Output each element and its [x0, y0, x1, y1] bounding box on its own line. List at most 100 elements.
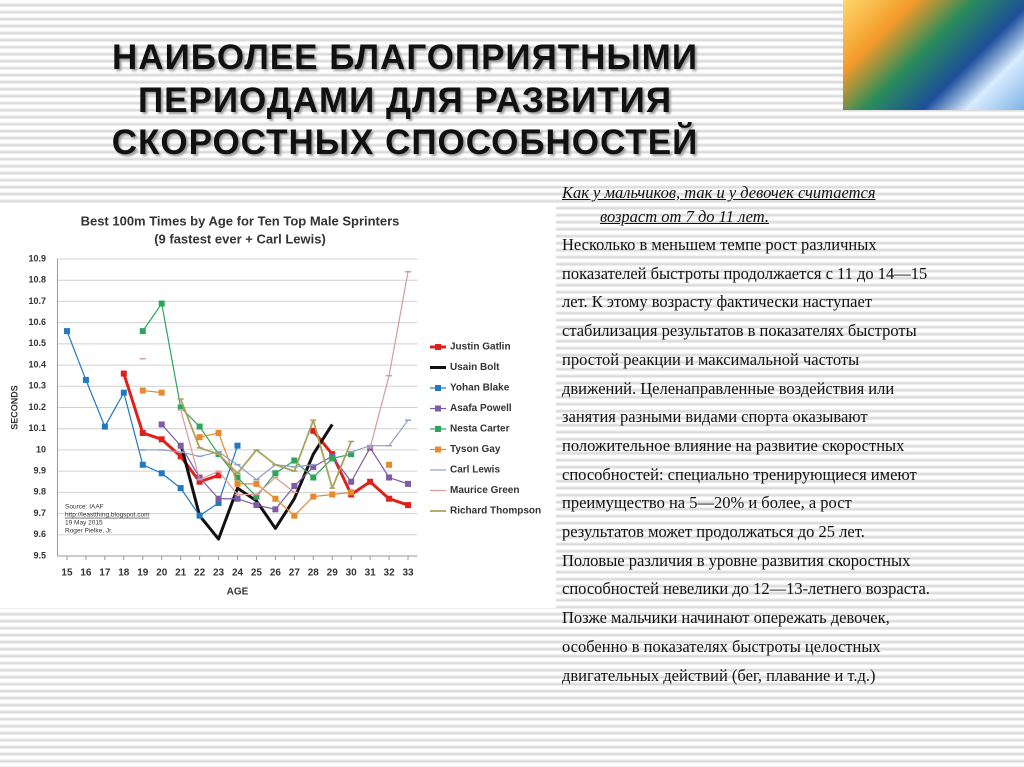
x-tick-label: 25	[251, 568, 263, 579]
data-point	[101, 423, 108, 430]
x-tick-label: 16	[80, 568, 92, 579]
series-line	[161, 424, 409, 510]
data-point	[348, 451, 355, 458]
data-point	[196, 434, 203, 441]
x-tick-label: 33	[402, 568, 414, 579]
paragraph-line: Позже мальчики начинают опережать девоче…	[562, 608, 890, 628]
data-point	[215, 429, 222, 436]
y-tick-label: 10.6	[28, 317, 46, 327]
data-point	[82, 376, 89, 383]
data-point	[234, 442, 241, 449]
data-point	[234, 474, 241, 481]
legend-label: Nesta Carter	[450, 424, 510, 435]
data-point	[291, 512, 298, 519]
legend-label: Tyson Gay	[450, 444, 501, 455]
source-note: Roger Pielke, Jr.	[65, 528, 113, 535]
data-point	[348, 489, 355, 496]
data-point	[196, 512, 203, 519]
data-point	[386, 495, 393, 502]
x-tick-label: 15	[61, 568, 73, 579]
data-point	[120, 389, 127, 396]
data-point	[158, 389, 165, 396]
paragraph-line: способностей невелики до 12—13-летнего в…	[562, 579, 930, 599]
data-point	[348, 478, 355, 485]
x-tick-label: 23	[213, 568, 225, 579]
intro-line: возраст от 7 до 11 лет.	[600, 207, 770, 226]
data-point	[215, 499, 222, 506]
legend-marker	[435, 385, 441, 391]
data-point	[405, 502, 412, 509]
chart-title: Best 100m Times by Age for Ten Top Male …	[81, 213, 400, 228]
data-point	[310, 474, 317, 481]
data-point	[177, 453, 184, 460]
y-axis-label: SECONDS	[9, 385, 19, 430]
data-point	[272, 506, 279, 513]
legend-label: Yohan Blake	[450, 383, 510, 394]
data-point	[253, 480, 260, 487]
data-point	[310, 493, 317, 500]
y-tick-label: 10.2	[28, 402, 46, 412]
data-point	[196, 423, 203, 430]
x-tick-label: 24	[232, 568, 244, 579]
x-tick-label: 19	[137, 568, 149, 579]
paragraph-line: движений. Целенаправленные воздействия и…	[562, 378, 895, 398]
slide-title: НАИБОЛЕЕ БЛАГОПРИЯТНЫМИ	[112, 38, 698, 77]
y-tick-label: 10.5	[28, 338, 46, 348]
series-line	[66, 330, 239, 517]
paragraph-line: простой реакции и максимальной частоты	[562, 349, 860, 369]
data-point	[139, 461, 146, 468]
y-tick-label: 10.4	[28, 359, 46, 369]
x-tick-label: 21	[175, 568, 187, 579]
source-note: 19 May 2015	[65, 520, 103, 527]
data-point	[367, 478, 374, 485]
data-point	[158, 421, 165, 428]
chart: Best 100m Times by Age for Ten Top Male …	[0, 206, 556, 608]
source-note: Source: IAAF	[65, 504, 104, 511]
legend-label: Asafa Powell	[450, 403, 512, 414]
legend-marker	[435, 405, 441, 412]
y-tick-label: 10.1	[28, 423, 46, 433]
data-point	[253, 502, 260, 509]
data-point	[386, 474, 393, 481]
data-point	[291, 482, 298, 489]
data-point	[234, 480, 241, 487]
legend-label: Usain Bolt	[450, 362, 500, 373]
paragraph-line: двигательных действий (бег, плавание и т…	[562, 665, 876, 685]
paragraph-line: результатов может продолжаться до 25 лет…	[562, 522, 865, 541]
data-point	[158, 436, 165, 443]
paragraph-line: Половые различия в уровне развития скоро…	[562, 550, 911, 570]
y-tick-label: 9.8	[33, 487, 46, 497]
legend-marker	[435, 446, 441, 453]
source-note: http://leastthing.blogspot.com	[65, 512, 150, 519]
data-point	[234, 495, 241, 502]
paragraph-line: лет. К этому возрасту фактически наступа…	[562, 292, 873, 312]
x-tick-label: 22	[194, 568, 206, 579]
x-tick-label: 29	[327, 568, 339, 579]
data-point	[291, 457, 298, 464]
data-point	[310, 427, 317, 434]
intro-line: Как у мальчиков, так и у девочек считает…	[562, 183, 876, 202]
data-point	[139, 328, 146, 335]
data-point	[329, 491, 336, 498]
y-tick-label: 9.7	[33, 508, 46, 518]
y-tick-label: 9.9	[33, 466, 46, 476]
data-point	[310, 463, 317, 470]
data-point	[215, 495, 222, 502]
series-line	[179, 398, 353, 490]
legend-label: Maurice Green	[450, 485, 519, 496]
paragraph-line: занятия разными видами спорта оказывают	[562, 407, 868, 427]
x-tick-label: 26	[270, 568, 282, 579]
data-point	[196, 478, 203, 485]
paragraph-line: стабилизация результатов в показателях б…	[562, 321, 917, 341]
data-point	[139, 387, 146, 394]
legend-marker	[435, 344, 441, 350]
paragraph-line: показателей быстроты продолжается с 11 д…	[562, 263, 928, 283]
data-point	[215, 472, 222, 479]
legend-marker	[435, 426, 441, 432]
y-tick-label: 9.5	[33, 550, 46, 560]
x-tick-label: 32	[384, 568, 396, 579]
legend-label: Carl Lewis	[450, 465, 500, 476]
y-tick-label: 10.7	[28, 296, 46, 306]
chart-subtitle: (9 fastest ever + Carl Lewis)	[154, 231, 326, 246]
